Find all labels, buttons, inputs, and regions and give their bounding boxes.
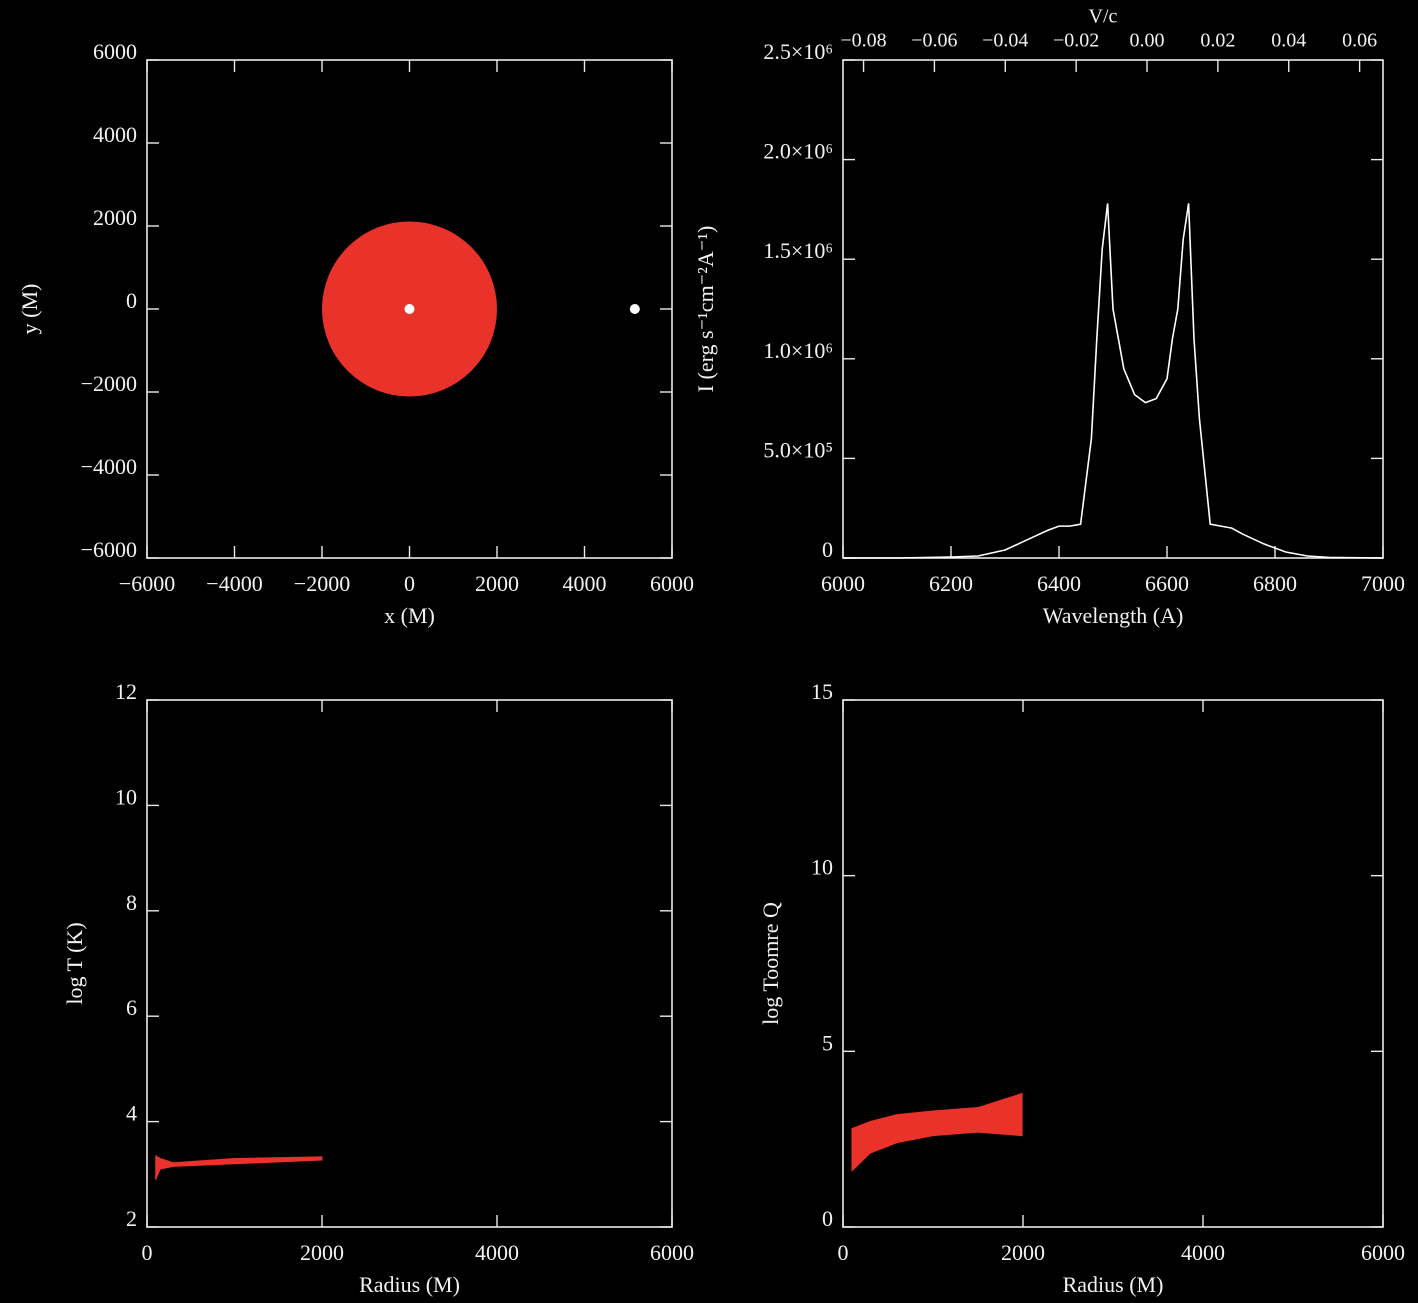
y-tick-label: 12	[115, 679, 137, 704]
x2-tick-label: 0.02	[1200, 30, 1235, 52]
x-tick-label: 6000	[1361, 1240, 1405, 1265]
plot-frame	[842, 59, 1384, 559]
y-tick-label: 6	[126, 995, 137, 1020]
y-tick-label: 2.0×10⁶	[763, 139, 833, 164]
x-tick-label: 0	[142, 1240, 153, 1265]
x-axis-label: Radius (M)	[1063, 1272, 1164, 1297]
y-tick-label: 10	[115, 784, 137, 809]
x2-tick-label: −0.08	[840, 30, 886, 52]
x-tick-label: 6200	[929, 571, 973, 596]
x-tick-label: −2000	[294, 571, 350, 596]
y-tick-label: −4000	[81, 454, 137, 479]
y-tick-label: 1.0×10⁶	[763, 338, 833, 363]
plot-frame	[146, 699, 673, 1228]
panel: −6000 −4000 −2000 0 2000 4000 6000 −6000 −4000 −2…	[17, 39, 694, 628]
x2-axis-label: V/c	[1089, 6, 1118, 28]
x2-tick-label: 0.06	[1342, 30, 1377, 52]
data-band	[155, 1154, 323, 1180]
x-tick-label: 2000	[475, 571, 519, 596]
y-tick-label: 2000	[93, 205, 137, 230]
y-tick-label: 6000	[93, 39, 137, 64]
x-tick-label: 0	[404, 571, 415, 596]
y-tick-label: 1.5×10⁶	[763, 238, 833, 263]
y-axis-label: I (erg s⁻¹cm⁻²A⁻¹)	[693, 226, 718, 393]
y-tick-label: 0	[822, 537, 833, 562]
x-tick-label: 4000	[1181, 1240, 1225, 1265]
y-tick-label: 4	[126, 1101, 137, 1126]
x-tick-label: 6000	[821, 571, 865, 596]
y-tick-label: −6000	[81, 537, 137, 562]
x-tick-label: 4000	[475, 1240, 519, 1265]
y-tick-label: 0	[822, 1206, 833, 1231]
x-tick-label: 6600	[1145, 571, 1189, 596]
y-tick-label: 2.5×10⁶	[763, 39, 833, 64]
x-tick-label: 6400	[1037, 571, 1081, 596]
data-band	[851, 1092, 1023, 1172]
y-tick-label: 10	[811, 855, 833, 880]
y-axis-label: log T (K)	[62, 922, 87, 1004]
y-tick-label: 8	[126, 890, 137, 915]
x-tick-label: 6000	[650, 571, 694, 596]
spectrum-line	[843, 203, 1384, 559]
x2-tick-label: −0.06	[911, 30, 957, 52]
x-axis-label: Wavelength (A)	[1043, 603, 1184, 628]
x2-tick-label: −0.02	[1053, 30, 1099, 52]
x-tick-label: 0	[838, 1240, 849, 1265]
point	[404, 304, 415, 314]
panel: 0 2000 4000 6000 2 4 6 8 10 12 Radius (M) log T (K)	[62, 679, 694, 1297]
panel: 6000 6200 6400 6600 6800 7000 −0.08 −0.06 −0.04 −…	[693, 6, 1405, 628]
x-tick-label: −6000	[119, 571, 175, 596]
x-tick-label: 6000	[650, 1240, 694, 1265]
y-tick-label: 2	[126, 1206, 137, 1231]
x-tick-label: 2000	[300, 1240, 344, 1265]
x2-tick-label: 0.04	[1271, 30, 1306, 52]
x-tick-label: 2000	[1001, 1240, 1045, 1265]
y-tick-label: −2000	[81, 371, 137, 396]
y-tick-label: 0	[126, 288, 137, 313]
x-tick-label: 7000	[1361, 571, 1405, 596]
y-tick-label: 5.0×10⁵	[763, 437, 833, 462]
y-tick-label: 5	[822, 1030, 833, 1055]
y-axis-label: log Toomre Q	[758, 902, 783, 1025]
y-axis-label: y (M)	[17, 284, 42, 335]
panel: 0 2000 4000 6000 0 5 10 15 Radius (M) log Toomre …	[758, 679, 1405, 1297]
x2-tick-label: 0.00	[1130, 30, 1165, 52]
x-tick-label: 4000	[563, 571, 607, 596]
y-tick-label: 4000	[93, 122, 137, 147]
x-axis-label: x (M)	[384, 603, 435, 628]
point	[629, 304, 640, 314]
y-tick-label: 15	[811, 679, 833, 704]
x-axis-label: Radius (M)	[359, 1272, 460, 1297]
x-tick-label: 6800	[1253, 571, 1297, 596]
x-tick-label: −4000	[206, 571, 262, 596]
plot-frame	[842, 699, 1384, 1228]
x2-tick-label: −0.04	[982, 30, 1028, 52]
